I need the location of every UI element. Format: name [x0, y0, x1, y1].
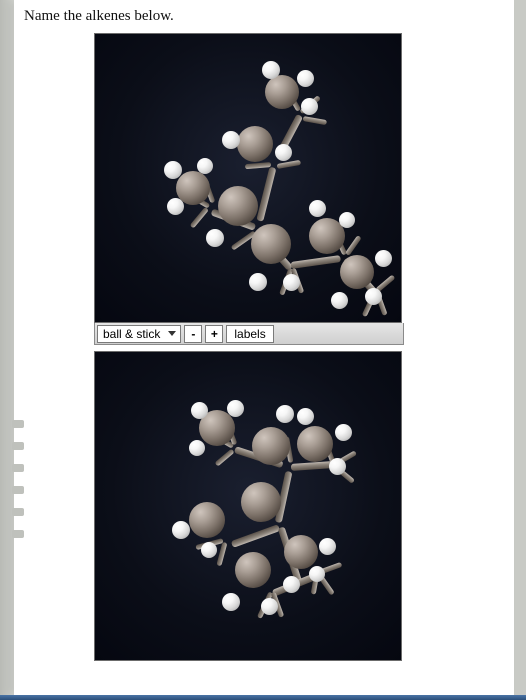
hydrogen-atom: [335, 424, 352, 441]
hydrogen-atom: [301, 98, 318, 115]
carbon-atom: [265, 75, 299, 109]
hydrogen-atom: [262, 61, 280, 79]
hydrogen-atom: [319, 538, 336, 555]
hydrogen-atom: [191, 402, 208, 419]
hydrogen-atom: [276, 405, 294, 423]
hydrogen-atom: [222, 593, 240, 611]
carbon-atom: [284, 535, 318, 569]
molecule-viewer-1[interactable]: [94, 33, 402, 323]
hydrogen-atom: [365, 288, 382, 305]
bond: [245, 162, 271, 169]
viewer-toolbar: ball & stick - + labels: [94, 323, 404, 345]
page-left-shadow: [0, 0, 14, 700]
carbon-atom: [235, 552, 271, 588]
hydrogen-atom: [206, 229, 224, 247]
hydrogen-atom: [167, 198, 184, 215]
question-prompt: Name the alkenes below.: [24, 8, 504, 25]
page: Name the alkenes below. ball & stick - +…: [14, 0, 514, 695]
hydrogen-atom: [331, 292, 348, 309]
binder-notches: [12, 420, 20, 552]
labels-button-text: labels: [234, 327, 265, 341]
hydrogen-atom: [309, 566, 325, 582]
bond: [216, 542, 227, 566]
minus-icon: -: [191, 328, 195, 340]
hydrogen-atom: [164, 161, 182, 179]
molecule-viewer-2[interactable]: [94, 351, 402, 661]
display-mode-select[interactable]: ball & stick: [97, 325, 181, 343]
chevron-down-icon: [168, 331, 176, 336]
carbon-atom: [297, 426, 333, 462]
hydrogen-atom: [189, 440, 205, 456]
hydrogen-atom: [227, 400, 244, 417]
carbon-atom: [218, 186, 258, 226]
hydrogen-atom: [339, 212, 355, 228]
hydrogen-atom: [261, 598, 278, 615]
hydrogen-atom: [309, 200, 326, 217]
hydrogen-atom: [297, 70, 314, 87]
bond: [291, 255, 341, 269]
labels-toggle-button[interactable]: labels: [226, 325, 273, 343]
zoom-out-button[interactable]: -: [184, 325, 202, 343]
hydrogen-atom: [201, 542, 217, 558]
bond: [303, 116, 328, 125]
carbon-atom: [241, 482, 281, 522]
bond: [190, 207, 209, 229]
carbon-atom: [237, 126, 273, 162]
viewer-group: ball & stick - + labels: [94, 33, 404, 661]
zoom-in-button[interactable]: +: [205, 325, 223, 343]
hydrogen-atom: [297, 408, 314, 425]
bond: [231, 524, 280, 548]
hydrogen-atom: [283, 274, 300, 291]
display-mode-label: ball & stick: [103, 327, 160, 341]
bond: [291, 461, 333, 471]
bond: [277, 160, 302, 169]
hydrogen-atom: [249, 273, 267, 291]
plus-icon: +: [211, 328, 218, 340]
carbon-atom: [340, 255, 374, 289]
hydrogen-atom: [329, 458, 346, 475]
carbon-atom: [189, 502, 225, 538]
hydrogen-atom: [172, 521, 190, 539]
hydrogen-atom: [222, 131, 240, 149]
page-right-edge: [514, 0, 526, 700]
bond: [345, 235, 362, 256]
window-bottom-bar: [0, 695, 526, 700]
bond: [215, 449, 235, 467]
hydrogen-atom: [197, 158, 213, 174]
hydrogen-atom: [375, 250, 392, 267]
carbon-atom: [252, 427, 290, 465]
carbon-atom: [251, 224, 291, 264]
bond: [256, 167, 276, 222]
hydrogen-atom: [283, 576, 300, 593]
hydrogen-atom: [275, 144, 292, 161]
